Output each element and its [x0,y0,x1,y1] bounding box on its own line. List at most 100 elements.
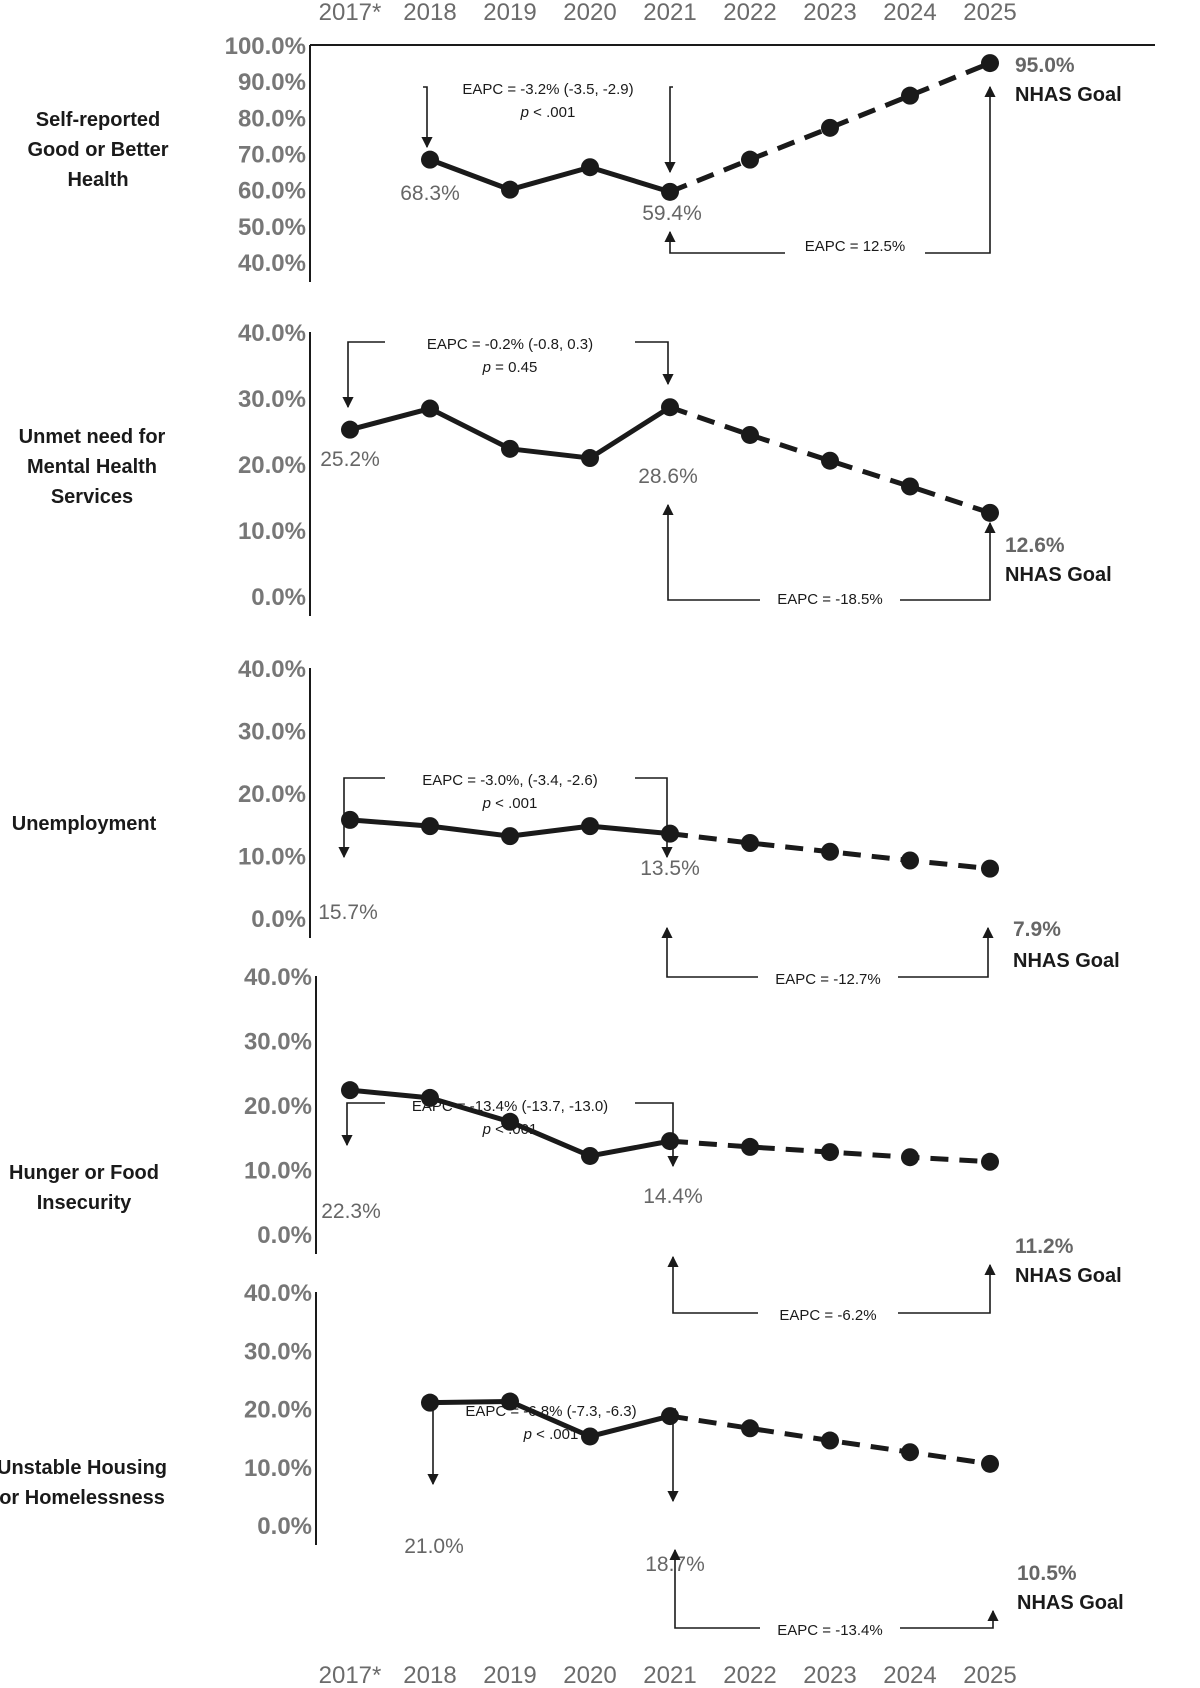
observed-point [421,1393,439,1412]
eapc-projected-label: EAPC = -6.2% [779,1307,876,1324]
eapc-bracket-left [341,1102,385,1147]
y-tick-label: 40.0% [244,1280,312,1307]
observed-point [341,420,359,439]
y-tick-label: 40.0% [238,320,306,347]
observed-point [421,399,439,418]
row-label: Hunger or Food Insecurity [9,1162,159,1214]
y-tick-label: 10.0% [238,518,306,545]
p-value: < .001 [529,104,575,121]
indicator-panel: Hunger or Food Insecurity 0.0% 10.0% 20.0% 30… [9,964,1122,1324]
projected-point [821,1431,839,1450]
y-tick-label: 40.0% [244,964,312,991]
eapc-projected-label: EAPC = -18.5% [777,591,882,608]
y-tick-label: 20.0% [244,1397,312,1424]
row-label-line: Insecurity [37,1192,132,1214]
y-tick-label: 40.0% [238,656,306,683]
y-tick-label: 10.0% [244,1455,312,1482]
p-value-label: p < .001 [520,104,576,121]
projected-point [821,1143,839,1162]
eapc-bracket-left [426,1408,439,1486]
projection-bracket-right [900,521,996,601]
observed-point [421,1088,439,1107]
projected-point [981,1152,999,1171]
observed-point [341,810,359,829]
observed-point [341,1081,359,1100]
nhas-goal-label: NHAS Goal [1005,564,1112,586]
eapc-observed-label: EAPC = -6.8% (-7.3, -6.3) [465,1403,636,1420]
indicator-panel: Self-reported Good or Better Health 40.0% 50… [27,33,1155,282]
row-label-line: Hunger or Food [9,1162,159,1184]
top-year-axis: 2017* 2018 2019 2020 2021 2022 2023 2024 2025 [319,0,1017,26]
p-value: = 0.45 [491,359,537,376]
eapc-observed-label: EAPC = -13.4% (-13.7, -13.0) [412,1098,608,1115]
p-symbol: p [520,104,529,121]
eapc-observed-label: EAPC = -3.2% (-3.5, -2.9) [462,81,633,98]
projected-point [821,118,839,137]
row-label: Unmet need for Mental Health Services [19,426,166,508]
projection-bracket-left [661,926,758,978]
row-label: Unstable Housing or Homelessness [0,1457,167,1509]
y-tick-label: 30.0% [238,719,306,746]
p-value-label: p < .001 [482,1121,538,1138]
p-value-label: p < .001 [482,795,538,812]
projection-bracket-right [925,85,996,254]
p-value: < .001 [491,1121,537,1138]
projection-bracket-left [664,230,785,254]
start-value-label: 22.3% [321,1200,381,1223]
top-year-label: 2024 [883,0,936,26]
projected-point [741,150,759,169]
goal-value-label: 12.6% [1005,534,1065,557]
start-value-label: 15.7% [318,901,378,924]
row-label-line: Good or Better [27,139,168,161]
top-year-label: 2018 [403,0,456,26]
bottom-year-label: 2019 [483,1662,536,1688]
observed-point [501,827,519,846]
p-symbol: p [482,1121,491,1138]
bottom-year-label: 2021 [643,1662,696,1688]
p-value-label: p = 0.45 [482,359,538,376]
y-tick-label: 0.0% [251,906,306,933]
start-value-label: 21.0% [404,1535,464,1558]
p-value: < .001 [532,1426,578,1443]
row-label-line: Health [67,169,128,191]
top-year-label: 2025 [963,0,1016,26]
goal-value-label: 10.5% [1017,1562,1077,1585]
top-year-label: 2023 [803,0,856,26]
nhas-goal-label: NHAS Goal [1017,1592,1124,1614]
eapc-bracket-left [338,777,385,859]
nhas-goal-label: NHAS Goal [1015,1265,1122,1287]
eapc-bracket-right [667,1408,679,1503]
observed-point [661,182,679,201]
eapc-bracket-left [342,341,385,409]
y-tick-label: 30.0% [244,1029,312,1056]
projected-point [821,451,839,470]
projection-bracket-right [898,1263,996,1314]
observed-point [501,1392,519,1411]
top-year-label: 2019 [483,0,536,26]
chart-panels: Self-reported Good or Better Health 40.0% 50… [0,33,1155,1639]
p-value-label: p < .001 [523,1426,579,1443]
indicator-panel: Unstable Housing or Homelessness 0.0% 10.0%… [0,1280,1124,1639]
bottom-year-label: 2024 [883,1662,936,1688]
row-label-line: Self-reported [36,109,160,131]
projected-point [901,477,919,496]
bottom-year-label: 2020 [563,1662,616,1688]
projection-bracket-right [900,1609,999,1629]
projected-point [741,1419,759,1438]
indicator-panel: Unmet need for Mental Health Services 0.0% 1… [19,320,1112,616]
p-symbol: p [523,1426,532,1443]
y-tick-label: 50.0% [238,214,306,241]
observed-point [421,817,439,836]
observed-point [661,824,679,843]
bottom-year-label: 2023 [803,1662,856,1688]
p-symbol: p [482,795,491,812]
y-tick-label: 20.0% [238,781,306,808]
y-tick-label: 10.0% [238,844,306,871]
y-tick-label: 20.0% [238,452,306,479]
observed-series-line [429,157,671,195]
end-value-label: 14.4% [643,1185,703,1208]
bottom-year-label: 2017* [319,1662,382,1688]
observed-point [581,158,599,177]
projected-point [981,54,999,73]
